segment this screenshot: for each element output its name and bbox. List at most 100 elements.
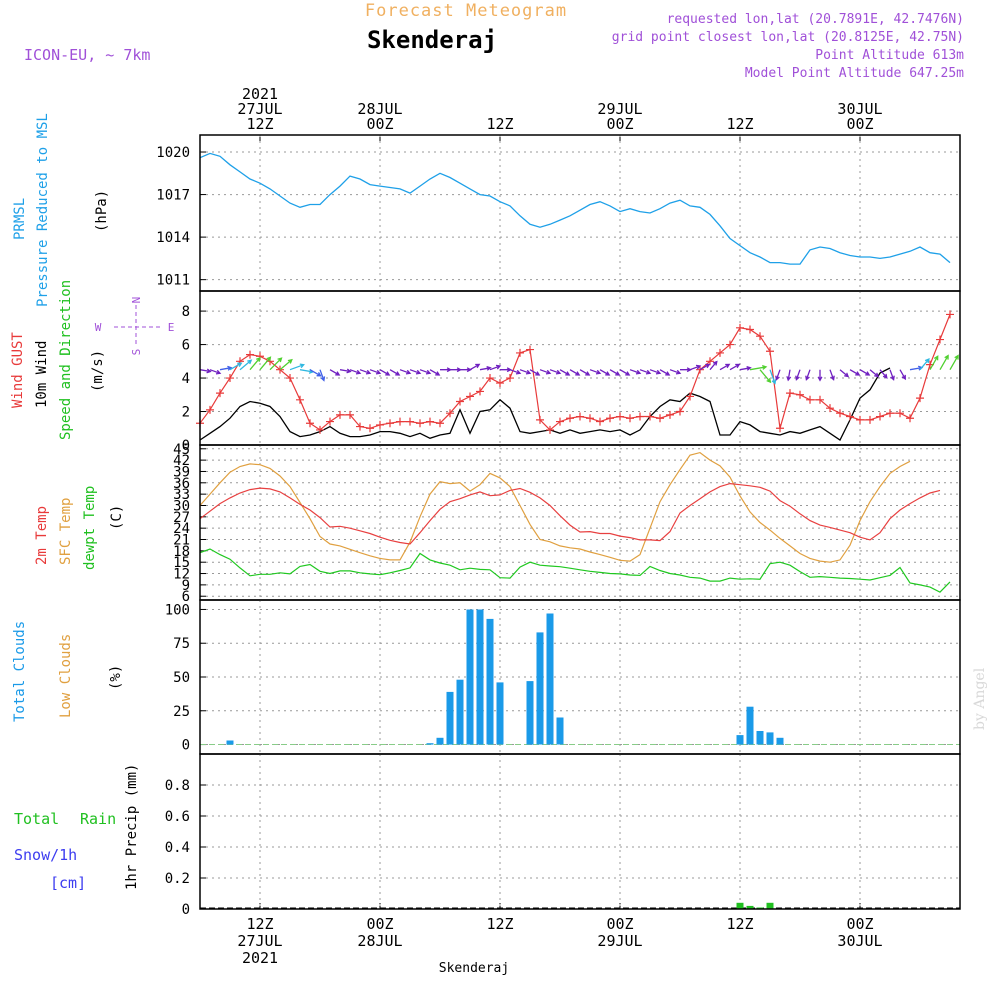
gust-marker: [296, 395, 304, 404]
requested-coords: requested lon,lat (20.7891E, 42.7476N): [667, 12, 964, 27]
wind-direction-arrow: [699, 363, 711, 371]
gust-marker: [506, 374, 514, 383]
temp-ytick-label: 18: [173, 544, 190, 560]
temp-ytick-label: 24: [173, 521, 190, 537]
wind-unit: (m/s): [90, 350, 106, 392]
temp-ytick-label: 12: [173, 567, 190, 583]
wind-direction-arrow: [369, 369, 382, 375]
top-time-label: 30JUL: [837, 100, 882, 118]
wind-direction-arrow: [539, 369, 552, 375]
gust-marker: [426, 417, 434, 426]
gust-marker: [536, 415, 544, 424]
wind-direction-arrow: [309, 369, 322, 377]
wind-ytick-label: 0: [182, 438, 190, 454]
gust-marker: [636, 412, 644, 421]
total-clouds-label: Total Clouds: [12, 621, 28, 722]
gust-marker: [626, 414, 634, 423]
bottom-time-label: 27JUL: [237, 932, 282, 950]
wind-direction-arrow: [500, 367, 512, 373]
gust-marker: [856, 415, 864, 424]
gust-marker: [556, 417, 564, 426]
wind-direction-arrow: [460, 367, 472, 373]
prmsl-label: PRMSL: [12, 198, 28, 240]
rain-bar: [746, 905, 754, 909]
wind-direction-arrow: [879, 369, 888, 379]
precip-frame: [199, 753, 961, 910]
top-time-label: 2021: [242, 85, 278, 103]
bottom-time-label: 30JUL: [837, 932, 882, 950]
gust-marker: [646, 412, 654, 421]
total-cloud-bar: [226, 740, 234, 745]
wind-direction-arrow: [680, 367, 692, 373]
wind-direction-arrow: [509, 369, 522, 375]
wind-direction-arrow: [249, 356, 261, 371]
wind-direction-arrow: [786, 369, 792, 382]
gust-marker: [286, 374, 294, 383]
wind-direction-arrow: [489, 364, 502, 371]
wind-direction-arrow: [399, 369, 412, 375]
wind-10m-label: 10m Wind: [34, 341, 50, 408]
rain-bar: [766, 902, 774, 909]
wind-direction-arrow: [569, 369, 581, 376]
temp-ytick-label: 15: [173, 555, 190, 571]
pressure-line: [199, 152, 951, 265]
precip-panel: 0 0.2 0.4 0.6 0.8: [165, 753, 961, 918]
wind-direction-arrow: [729, 363, 741, 371]
gust-marker: [416, 419, 424, 428]
wind-direction-arrow: [359, 369, 372, 375]
bottom-time-label: 2021: [242, 949, 278, 967]
wind-direction-arrow: [805, 369, 811, 381]
temp-dew-label: dewpt Temp: [82, 486, 98, 570]
temp-unit: (C): [109, 505, 125, 530]
top-time-label: 00Z: [366, 115, 393, 133]
clouds-ytick-label: 75: [173, 636, 190, 652]
gust-line: [199, 314, 951, 431]
wind-direction-arrow: [817, 369, 823, 382]
top-time-label: 12Z: [726, 115, 753, 133]
total-cloud-bar: [436, 737, 444, 745]
wind-direction-arrow: [619, 369, 631, 376]
wind-direction-arrow: [849, 369, 861, 376]
total-cloud-bar: [736, 735, 744, 745]
wind-direction-arrow: [529, 369, 541, 376]
wind-direction-arrow: [209, 369, 222, 375]
wind-direction-arrow: [549, 369, 562, 375]
location-title: Skenderaj: [367, 26, 497, 54]
gust-marker: [836, 409, 844, 418]
wind-direction-arrow: [869, 369, 880, 378]
top-time-label: 12Z: [246, 115, 273, 133]
pressure-ytick-label: 1014: [156, 230, 190, 246]
total-cloud-bar: [546, 613, 554, 745]
watermark: by Angel: [972, 667, 988, 730]
wind-direction-arrow: [859, 369, 871, 376]
model-altitude: Model Point Altitude 647.25m: [745, 66, 964, 81]
compass-east: E: [168, 321, 175, 334]
clouds-ytick-label: 50: [173, 670, 190, 686]
bottom-time-label: 12Z: [726, 915, 753, 933]
wind-direction-arrow: [769, 369, 777, 385]
total-cloud-bar: [766, 732, 774, 745]
precip-ytick-label: 0.4: [165, 840, 190, 856]
temp-frame: [199, 444, 961, 601]
gust-marker: [356, 422, 364, 431]
wind-ytick-label: 2: [182, 405, 190, 421]
gust-marker: [916, 394, 924, 403]
pressure-panel: 1011 1014 1017 1020: [156, 134, 961, 292]
wind-direction-arrow: [279, 358, 293, 371]
wind-direction-arrow: [259, 356, 272, 371]
gust-marker: [436, 419, 444, 428]
gust-marker: [226, 374, 234, 383]
total-rain-label-2: Rain: [80, 810, 116, 828]
clouds-ytick-label: 100: [165, 602, 190, 618]
footer-location: Skenderaj: [439, 961, 509, 976]
wind10m-line: [199, 367, 891, 441]
gust-marker: [736, 323, 744, 332]
wind-direction-arrow: [889, 369, 895, 381]
wind-direction-arrow: [319, 369, 326, 382]
temp-2m-label: 2m Temp: [34, 506, 50, 565]
gust-marker: [586, 414, 594, 423]
gust-marker: [656, 414, 664, 423]
bottom-time-label: 00Z: [606, 915, 633, 933]
total-cloud-bar: [486, 618, 494, 745]
